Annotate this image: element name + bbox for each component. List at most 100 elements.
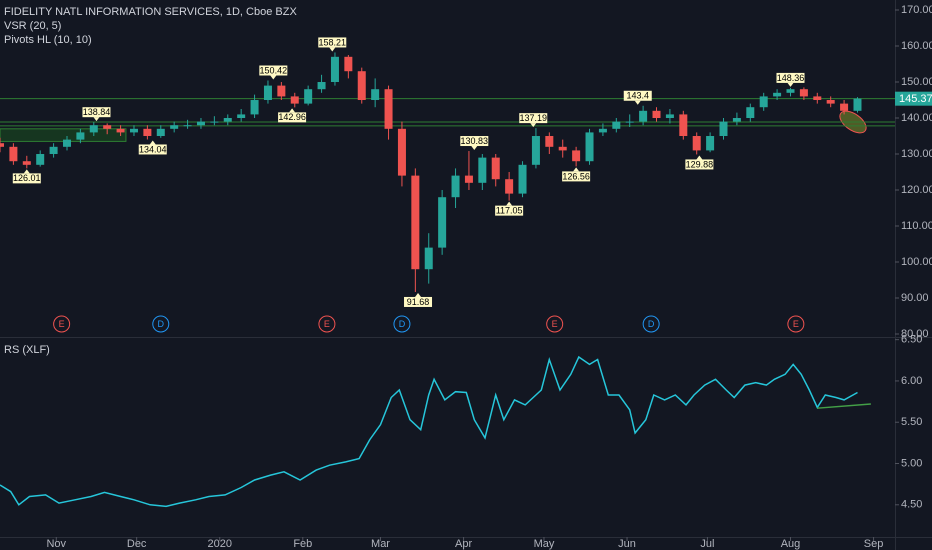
candle-body [371, 89, 380, 101]
pivot-marker [415, 292, 422, 297]
pivot-marker [149, 140, 156, 145]
candle-body [639, 110, 648, 122]
event-label: E [59, 319, 65, 329]
pivot-box [495, 205, 524, 216]
pivot-label: 126.56 [562, 171, 590, 181]
pivot-box [519, 113, 548, 124]
y-tick-label: 6.50 [901, 334, 922, 346]
candle-body [545, 136, 554, 147]
pivot-marker [787, 82, 794, 87]
candle-body [799, 89, 808, 97]
candle-body [531, 136, 540, 165]
candle-body [491, 157, 500, 180]
candle-body [679, 114, 688, 137]
pivot-marker [471, 146, 478, 151]
pivot-box [138, 144, 167, 155]
pivot-label: 129.88 [686, 159, 714, 169]
candle-body [9, 146, 18, 162]
candle-body [732, 118, 741, 122]
pivot-box [623, 90, 652, 101]
y-tick-label: 6.00 [901, 375, 922, 387]
candle-body [505, 179, 514, 194]
last-price-label: 145.37 [899, 93, 932, 105]
candle-body [62, 139, 71, 147]
candle-body [277, 85, 286, 97]
candle-body [625, 121, 634, 123]
candle-body [518, 164, 527, 194]
x-tick-label: Jul [700, 538, 714, 550]
pivot-label: 148.36 [777, 73, 805, 83]
pivot-marker [329, 47, 336, 52]
y-tick-label: 4.50 [901, 499, 922, 511]
candle-body [652, 110, 661, 119]
event-label: D [158, 319, 165, 329]
pivot-marker [506, 201, 513, 206]
candle-body [290, 96, 299, 104]
event-marker [546, 315, 564, 333]
x-tick-label: Mar [371, 538, 390, 550]
candle-body [692, 136, 701, 151]
pivot-label: 143.4 [626, 91, 649, 101]
pivot-label: 158.21 [319, 37, 347, 47]
pivot-label: 134.04 [139, 144, 167, 154]
candle-body [196, 121, 205, 126]
pivot-label: 142.96 [278, 112, 306, 122]
candle-body [773, 92, 782, 97]
y-tick-label: 110.00 [901, 220, 932, 232]
candle-body [129, 128, 138, 133]
candle-body [384, 89, 393, 129]
x-tick-label: 2020 [207, 538, 231, 550]
pivot-marker [634, 100, 641, 105]
candle-body [330, 56, 339, 83]
chart-title: FIDELITY NATL INFORMATION SERVICES, 1D, … [4, 6, 297, 18]
candle-body [478, 157, 487, 183]
candle-body [706, 136, 715, 151]
pivot-box [685, 159, 714, 170]
candle-body [304, 89, 313, 104]
candle-body [786, 89, 795, 93]
y-tick-label: 160.00 [901, 40, 932, 52]
y-tick-label: 80.00 [901, 328, 929, 340]
candle-body [424, 247, 433, 270]
x-tick-label: Feb [293, 538, 312, 550]
y-tick-label: 170.00 [901, 4, 932, 16]
event-marker [787, 315, 805, 333]
y-tick-label: 90.00 [901, 292, 929, 304]
candle-body [759, 96, 768, 108]
candle-body [76, 132, 85, 140]
pivot-box [82, 107, 111, 118]
event-marker [53, 315, 71, 333]
last-price-box [895, 91, 932, 106]
event-label: D [648, 319, 655, 329]
candle-body [746, 107, 755, 119]
candle-body [813, 96, 822, 101]
pivot-marker [289, 108, 296, 113]
candle-body [0, 143, 4, 147]
pivot-marker [530, 123, 537, 128]
candle-body [36, 154, 45, 165]
pivot-box [278, 112, 307, 123]
event-marker [393, 315, 411, 333]
pivot-box [460, 136, 489, 147]
pivot-marker [270, 75, 277, 80]
candle-body [89, 125, 98, 133]
event-label: E [793, 319, 799, 329]
candle-body [464, 175, 473, 183]
indicator-label: VSR (20, 5) [4, 20, 61, 32]
candle-body [170, 125, 179, 129]
event-label: E [324, 319, 330, 329]
pivot-box [12, 173, 41, 184]
pivot-box [776, 72, 805, 83]
candle-body [223, 118, 232, 122]
y-tick-label: 5.00 [901, 457, 922, 469]
candle-body [183, 125, 192, 127]
pivot-marker [23, 169, 30, 174]
rs-line [0, 355, 858, 508]
event-marker [642, 315, 660, 333]
candle-body [826, 100, 835, 104]
candle-body [143, 128, 152, 137]
x-tick-label: Aug [781, 538, 801, 550]
candle-body [572, 150, 581, 162]
candle-body [250, 100, 259, 115]
